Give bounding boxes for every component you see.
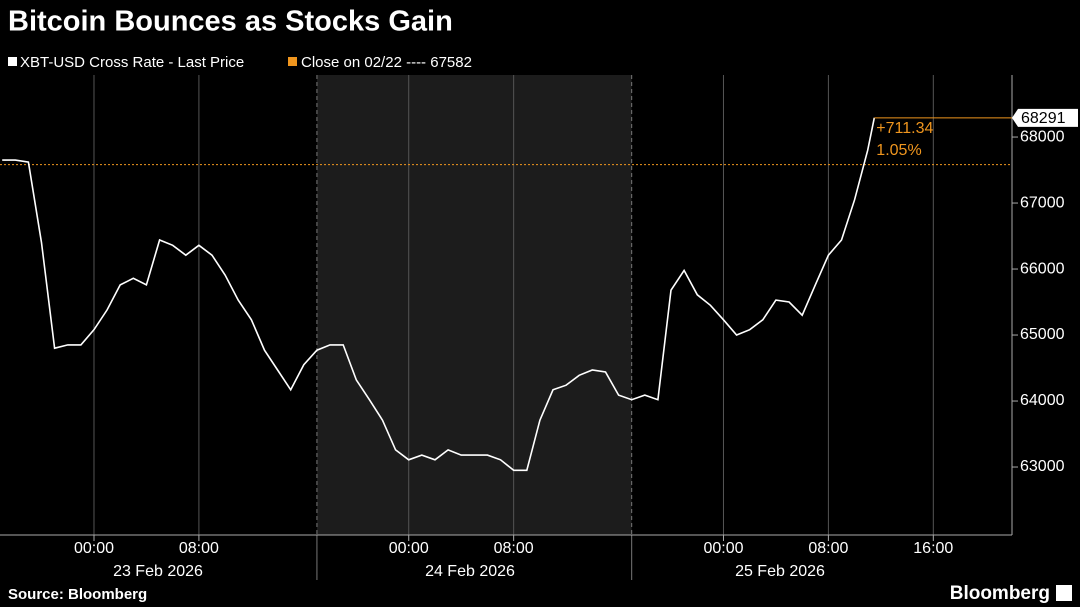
chart-title: Bitcoin Bounces as Stocks Gain [8, 6, 453, 38]
y-tick-label: 67000 [1020, 194, 1065, 211]
y-tick-label: 63000 [1020, 458, 1065, 475]
legend-swatch [288, 57, 297, 66]
y-tick-label: 64000 [1020, 392, 1065, 409]
x-tick-label: 08:00 [808, 540, 848, 557]
x-tick-label: 16:00 [913, 540, 953, 557]
date-label: 24 Feb 2026 [425, 563, 515, 580]
brand: Bloomberg [950, 583, 1050, 604]
y-tick-label: 65000 [1020, 326, 1065, 343]
date-label: 23 Feb 2026 [113, 563, 203, 580]
last-price-box [1012, 108, 1078, 127]
annotation: 1.05% [876, 142, 921, 159]
x-tick-label: 08:00 [179, 540, 219, 557]
source: Source: Bloomberg [8, 586, 147, 603]
x-tick-label: 00:00 [703, 540, 743, 557]
x-tick-label: 08:00 [494, 540, 534, 557]
last-price-label: 68291 [1021, 110, 1066, 127]
price-line [2, 117, 876, 472]
legend-entry: XBT-USD Cross Rate - Last Price [20, 54, 244, 71]
y-tick-label: 68000 [1020, 128, 1065, 145]
annotation: +711.34 [876, 120, 933, 137]
y-tick-label: 66000 [1020, 260, 1065, 277]
session-shade [316, 75, 632, 535]
x-tick-label: 00:00 [389, 540, 429, 557]
date-label: 25 Feb 2026 [735, 563, 825, 580]
legend-entry: Close on 02/22 ---- 67582 [301, 54, 472, 71]
brand-logo [1056, 585, 1072, 601]
x-tick-label: 00:00 [74, 540, 114, 557]
legend-swatch [8, 57, 17, 66]
